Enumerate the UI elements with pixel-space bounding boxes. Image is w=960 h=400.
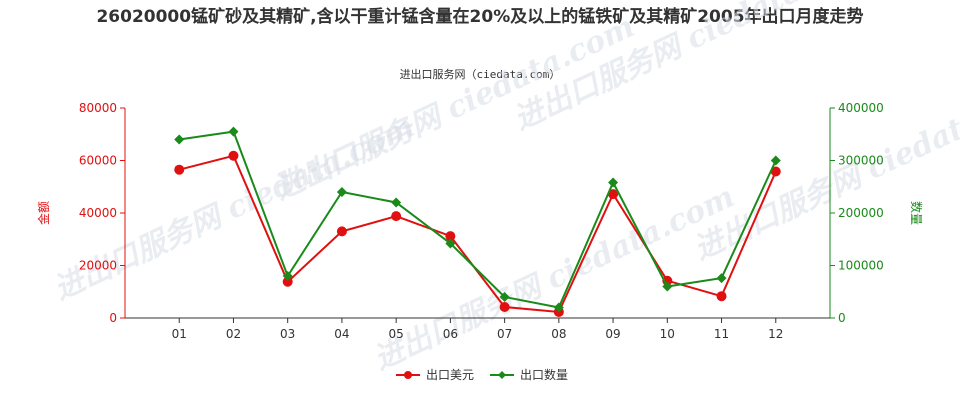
series-2-point <box>174 134 185 145</box>
series-1-point <box>336 226 347 237</box>
right-axis-title: 数量 <box>909 201 924 225</box>
x-tick-label: 04 <box>334 327 349 341</box>
x-tick-label: 08 <box>551 327 566 341</box>
series-2-point <box>499 292 510 302</box>
series-1-point <box>716 291 727 302</box>
series-1-point <box>228 150 239 161</box>
chart-title: 26020000锰矿砂及其精矿,含以干重计锰含量在20%及以上的锰铁矿及其精矿2… <box>96 7 864 27</box>
series-2-point <box>662 281 673 292</box>
x-tick-label: 01 <box>172 327 187 341</box>
left-tick-label: 0 <box>109 311 117 325</box>
series-1-point <box>770 166 781 177</box>
left-tick-label: 60000 <box>79 154 117 168</box>
series-2-point <box>228 126 239 137</box>
legend-marker-1 <box>404 371 412 379</box>
legend-label-2: 出口数量 <box>520 367 568 382</box>
series-2-point <box>282 271 293 281</box>
left-axis-title: 金额 <box>36 201 51 225</box>
watermark-text: 进出口服务网 ciedata.com <box>369 179 740 377</box>
x-tick-label: 03 <box>280 327 295 341</box>
series-2-point <box>391 197 402 208</box>
series-2-point <box>336 187 347 197</box>
series-1-point <box>445 231 456 242</box>
series-1-point <box>499 301 510 312</box>
x-tick-label: 09 <box>605 327 620 341</box>
legend-label-1: 出口美元 <box>426 368 474 382</box>
x-tick-label: 05 <box>389 327 404 341</box>
series-1-point <box>608 189 619 200</box>
left-tick-label: 80000 <box>79 101 117 115</box>
series-1-point <box>174 164 185 175</box>
series-2-point <box>445 238 456 249</box>
x-tick-label: 02 <box>226 327 241 341</box>
series-line-2 <box>179 130 777 309</box>
right-tick-label: 400000 <box>838 101 884 115</box>
x-tick-label: 06 <box>443 327 458 341</box>
x-tick-label: 07 <box>497 327 512 341</box>
chart-subtitle: 进出口服务网（ciedata.com） <box>399 68 561 81</box>
series-2-point <box>608 177 619 188</box>
right-tick-label: 300000 <box>838 154 884 168</box>
series-2-point <box>716 273 727 284</box>
x-tick-label: 12 <box>768 327 783 341</box>
right-tick-label: 100000 <box>838 259 884 273</box>
left-tick-label: 20000 <box>79 259 117 273</box>
right-tick-label: 0 <box>838 311 846 325</box>
series-2-point <box>770 155 781 166</box>
x-tick-label: 10 <box>660 327 675 341</box>
x-tick-label: 11 <box>714 327 729 341</box>
series-1-point <box>391 211 402 222</box>
series-1-point <box>282 276 293 287</box>
right-tick-label: 200000 <box>838 206 884 220</box>
legend-marker-2 <box>498 371 506 379</box>
series-2-point <box>553 302 564 313</box>
watermark-text: 进出口服务网 ciedata.com <box>689 69 960 267</box>
left-tick-label: 40000 <box>79 206 117 220</box>
